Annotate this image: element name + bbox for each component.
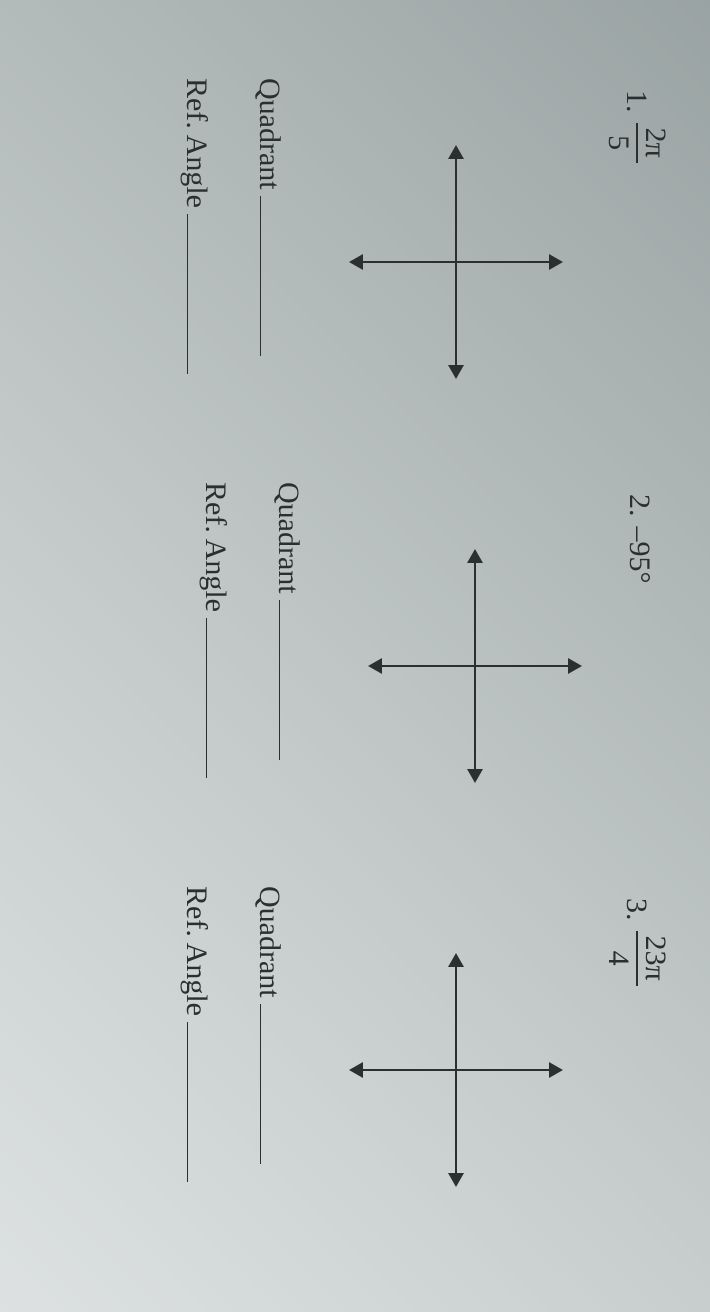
refangle-blank[interactable] xyxy=(206,618,239,778)
refangle-label: Ref. Angle xyxy=(198,482,232,612)
problem-3-refangle-line: Ref. Angle xyxy=(179,886,220,1182)
problem-2-axes-wrap xyxy=(370,476,580,856)
arrow-down-icon xyxy=(349,1062,363,1078)
arrow-right-icon xyxy=(448,365,464,379)
problem-2-value: –95° xyxy=(622,527,656,584)
arrow-left-icon xyxy=(448,145,464,159)
problem-1-quadrant-line: Quadrant xyxy=(252,78,293,356)
quadrant-label: Quadrant xyxy=(271,482,305,594)
y-axis xyxy=(351,1069,561,1071)
problem-1-numerator: 2π xyxy=(636,123,670,163)
problem-2-axes xyxy=(370,551,580,781)
problem-3-denominator: 4 xyxy=(603,951,636,966)
refangle-blank[interactable] xyxy=(187,214,220,374)
problems-row: 1. 2π 5 Quadrant xyxy=(147,60,670,1272)
problem-1-denominator: 5 xyxy=(603,135,636,150)
refangle-label: Ref. Angle xyxy=(179,78,213,208)
quadrant-label: Quadrant xyxy=(252,78,286,190)
arrow-right-icon xyxy=(467,769,483,783)
arrow-left-icon xyxy=(467,549,483,563)
problem-1-number: 1. xyxy=(620,90,654,113)
arrow-down-icon xyxy=(349,254,363,270)
quadrant-blank[interactable] xyxy=(260,196,293,356)
arrow-up-icon xyxy=(568,658,582,674)
y-axis xyxy=(370,665,580,667)
problem-2-refangle-line: Ref. Angle xyxy=(198,482,239,778)
problem-1-axes xyxy=(351,147,561,377)
arrow-left-icon xyxy=(448,953,464,967)
quadrant-blank[interactable] xyxy=(260,1004,293,1164)
problem-3-fraction: 23π 4 xyxy=(603,931,670,986)
problem-3-label: 3. 23π 4 xyxy=(603,898,670,986)
quadrant-blank[interactable] xyxy=(279,600,312,760)
problem-1-refangle-line: Ref. Angle xyxy=(179,78,220,374)
problem-1-label: 1. 2π 5 xyxy=(603,90,670,163)
problem-3: 3. 23π 4 Quadrant xyxy=(147,868,670,1272)
arrow-down-icon xyxy=(368,658,382,674)
arrow-right-icon xyxy=(448,1173,464,1187)
problem-3-axes xyxy=(351,955,561,1185)
arrow-up-icon xyxy=(549,1062,563,1078)
worksheet-page: 1. 2π 5 Quadrant xyxy=(0,0,710,1312)
y-axis xyxy=(351,261,561,263)
problem-2-number: 2. xyxy=(622,494,656,517)
problem-2: 2. –95° Quadrant Ref. Angle xyxy=(147,464,670,868)
arrow-up-icon xyxy=(549,254,563,270)
problem-1-axes-wrap xyxy=(351,72,561,452)
problem-2-quadrant-line: Quadrant xyxy=(271,482,312,760)
problem-3-axes-wrap xyxy=(351,880,561,1260)
quadrant-label: Quadrant xyxy=(252,886,286,998)
problem-3-number: 3. xyxy=(620,898,654,921)
problem-1: 1. 2π 5 Quadrant xyxy=(147,60,670,464)
problem-3-quadrant-line: Quadrant xyxy=(252,886,293,1164)
refangle-blank[interactable] xyxy=(187,1022,220,1182)
problem-1-fraction: 2π 5 xyxy=(603,123,670,163)
problem-2-label: 2. –95° xyxy=(622,494,656,584)
refangle-label: Ref. Angle xyxy=(179,886,213,1016)
problem-3-numerator: 23π xyxy=(636,931,670,986)
